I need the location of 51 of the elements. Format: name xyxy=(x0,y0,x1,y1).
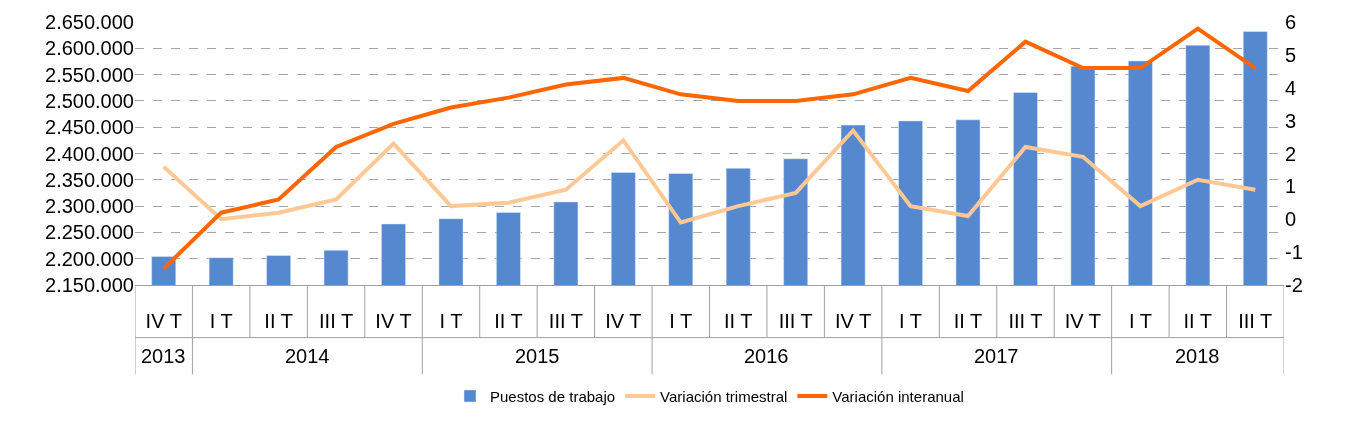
y-tick-label: 2.200.000 xyxy=(45,247,134,270)
y2-tick-label: -2 xyxy=(1285,274,1303,296)
y2-tick-label: 2 xyxy=(1285,142,1297,165)
category-label: 2014 xyxy=(285,345,330,367)
category-label: I T xyxy=(209,310,233,332)
y2-tick-label: 3 xyxy=(1285,109,1297,132)
legend-label: Puestos de trabajo xyxy=(490,387,616,405)
category-label: III T xyxy=(319,310,354,332)
legend-label: Variación interanual xyxy=(832,387,964,405)
y2-tick-label: 0 xyxy=(1285,208,1297,231)
category-label: II T xyxy=(494,310,523,332)
category-label: I T xyxy=(899,310,923,332)
category-label: IV T xyxy=(145,310,182,332)
y-tick-label: 2.150.000 xyxy=(45,274,134,296)
category-label: III T xyxy=(1008,310,1043,332)
y-tick-label: 2.350.000 xyxy=(45,168,134,191)
y2-tick-label: 6 xyxy=(1285,11,1297,33)
category-label: II T xyxy=(953,310,983,332)
y-tick-label: 2.250.000 xyxy=(45,221,134,244)
category-label: II T xyxy=(264,310,293,332)
y-tick-label: 2.500.000 xyxy=(45,89,134,112)
category-label: III T xyxy=(1238,310,1273,332)
category-label: IV T xyxy=(605,310,642,332)
category-label: 2015 xyxy=(515,345,560,367)
category-label: IV T xyxy=(1064,310,1102,332)
y-tick-label: 2.400.000 xyxy=(45,142,134,165)
category-label: II T xyxy=(723,310,753,332)
category-label: 2017 xyxy=(974,345,1019,367)
category-label: I T xyxy=(669,310,693,332)
category-label: 2016 xyxy=(744,345,789,367)
y-tick-label: 2.650.000 xyxy=(45,11,134,33)
category-label: III T xyxy=(778,310,813,332)
category-label: IV T xyxy=(834,310,872,332)
category-label: I T xyxy=(439,310,463,332)
y2-tick-label: 1 xyxy=(1285,175,1297,198)
y-tick-label: 2.450.000 xyxy=(45,116,134,139)
category-label: 2018 xyxy=(1175,345,1220,367)
y2-tick-label: 4 xyxy=(1285,76,1297,99)
y2-tick-label: -1 xyxy=(1285,241,1303,264)
category-label: 2013 xyxy=(141,345,186,367)
y-tick-label: 2.600.000 xyxy=(45,37,134,60)
y-tick-label: 2.300.000 xyxy=(45,195,134,218)
line-series xyxy=(161,26,1258,271)
category-label: III T xyxy=(548,310,583,332)
y2-tick-label: 5 xyxy=(1285,43,1297,66)
category-label: IV T xyxy=(375,310,412,332)
category-label: I T xyxy=(1128,310,1152,332)
y-tick-label: 2.550.000 xyxy=(45,63,134,86)
line-series xyxy=(161,128,1258,225)
category-label: II T xyxy=(1183,310,1213,332)
legend-label: Variación trimestral xyxy=(660,387,788,405)
